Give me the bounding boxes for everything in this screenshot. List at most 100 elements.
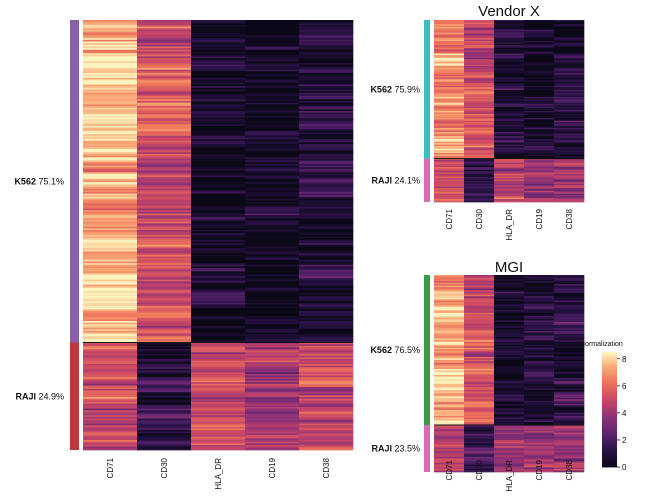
heatmap-cell	[494, 178, 525, 180]
heatmap-cell	[83, 253, 138, 256]
heatmap-cell	[494, 46, 525, 49]
heatmap-cell	[245, 160, 300, 163]
heatmap-cell	[191, 383, 246, 386]
heatmap-cell	[524, 461, 555, 464]
heatmap-cell	[137, 316, 192, 319]
heatmap-cell	[245, 233, 300, 236]
heatmap-cell	[299, 360, 354, 363]
heatmap-cell	[554, 70, 585, 73]
heatmap-cell	[464, 440, 495, 443]
heatmap-cell	[245, 44, 300, 47]
heatmap-cell	[554, 53, 585, 56]
heatmap-cell	[464, 76, 495, 78]
heatmap-cell	[494, 388, 525, 391]
heatmap-cell	[245, 94, 300, 97]
heatmap-cell	[434, 153, 465, 155]
heatmap-cell	[137, 117, 192, 120]
heatmap-cell	[524, 328, 555, 330]
heatmap-cell	[494, 92, 525, 95]
heatmap-cell	[464, 195, 495, 197]
heatmap-cell	[434, 188, 465, 190]
heatmap-cell	[245, 307, 300, 310]
heatmap-cell	[524, 141, 555, 144]
heatmap-cell	[464, 42, 495, 45]
heatmap-cell	[524, 426, 555, 429]
heatmap-cell	[83, 436, 138, 439]
heatmap-cell	[554, 55, 585, 57]
heatmap-cell	[191, 362, 246, 365]
heatmap-cell	[245, 48, 300, 51]
heatmap-cell	[245, 125, 300, 128]
colorbar-segment	[602, 455, 617, 458]
heatmap-cell	[245, 220, 300, 223]
heatmap-cell	[299, 304, 354, 307]
heatmap-cell	[245, 347, 300, 350]
heatmap-cell	[299, 322, 354, 325]
heatmap-cell	[524, 438, 555, 441]
heatmap-cell	[83, 445, 138, 448]
heatmap-cell	[434, 308, 465, 311]
heatmap-cell	[464, 296, 495, 299]
heatmap-cell	[464, 172, 495, 175]
heatmap-cell	[245, 38, 300, 41]
heatmap-cell	[83, 211, 138, 214]
heatmap-cell	[434, 346, 465, 349]
heatmap-cell	[554, 71, 585, 74]
heatmap-cell	[83, 158, 138, 161]
heatmap-cell	[83, 210, 138, 213]
heatmap-cell	[299, 172, 354, 175]
heatmap-cell	[191, 397, 246, 400]
heatmap-cell	[434, 77, 465, 80]
heatmap-cell	[464, 85, 495, 88]
heatmap-cell	[83, 332, 138, 335]
heatmap-cell	[464, 359, 495, 362]
heatmap-cell	[83, 239, 138, 242]
heatmap-cell	[137, 269, 192, 272]
heatmap-cell	[494, 122, 525, 124]
heatmap-cell	[494, 176, 525, 179]
heatmap-cell	[191, 312, 246, 315]
heatmap-cell	[137, 102, 192, 105]
heatmap-cell	[554, 27, 585, 29]
heatmap-cell	[434, 151, 465, 154]
heatmap-cell	[554, 122, 585, 124]
heatmap-cell	[524, 343, 555, 346]
heatmap-cell	[245, 413, 300, 416]
heatmap-cell	[245, 49, 300, 52]
heatmap-cell	[83, 49, 138, 52]
heatmap-cell	[464, 297, 495, 300]
heatmap-cell	[434, 24, 465, 26]
heatmap-cell	[245, 54, 300, 57]
heatmap-cell	[83, 269, 138, 272]
heatmap-cell	[137, 433, 192, 436]
heatmap-cell	[464, 305, 495, 308]
heatmap-cell	[137, 228, 192, 231]
heatmap-cell	[83, 395, 138, 398]
heatmap-cell	[464, 88, 495, 91]
heatmap-cell	[83, 423, 138, 426]
heatmap-cell	[434, 347, 465, 350]
heatmap-cell	[191, 188, 246, 191]
heatmap-cell	[191, 226, 246, 229]
heatmap-cell	[191, 388, 246, 391]
heatmap-cell	[191, 107, 246, 110]
heatmap-cell	[137, 352, 192, 355]
heatmap-cell	[137, 26, 192, 29]
heatmap-cell	[434, 317, 465, 320]
heatmap-cell	[554, 74, 585, 77]
heatmap-cell	[83, 182, 138, 185]
heatmap-cell	[554, 352, 585, 355]
heatmap-cell	[299, 317, 354, 320]
heatmap-cell	[554, 146, 585, 148]
heatmap-cell	[83, 249, 138, 252]
heatmap-cell	[137, 370, 192, 373]
heatmap-cell	[554, 381, 585, 383]
heatmap-cell	[464, 411, 495, 414]
heatmap-cell	[464, 315, 495, 318]
heatmap-cell	[554, 449, 585, 452]
heatmap-cell	[524, 302, 555, 305]
heatmap-cell	[137, 350, 192, 353]
heatmap-cell	[245, 196, 300, 199]
heatmap-cell	[494, 81, 525, 84]
